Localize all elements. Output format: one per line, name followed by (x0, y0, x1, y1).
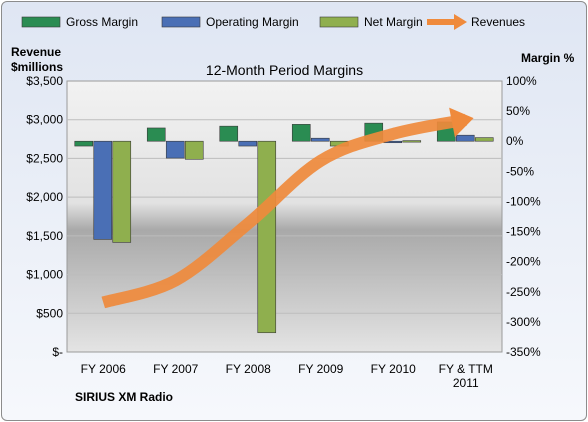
revenue-line (101, 113, 467, 309)
bar-operating-margin (310, 137, 330, 142)
left-tick-label: $500 (36, 306, 63, 320)
category-label: FY 2006 (81, 362, 126, 376)
left-tick-label: $2,000 (26, 190, 63, 204)
bar-net-margin (184, 140, 204, 160)
left-axis-title: Revenue $millions (11, 45, 63, 74)
category-label: FY 2009 (298, 362, 343, 376)
left-tick-label: $3,000 (26, 113, 63, 127)
chart-title: 12-Month Period Margins (206, 62, 363, 78)
legend-label: Revenues (471, 15, 525, 29)
legend-swatch-operating-margin (161, 16, 201, 28)
bar-gross-margin (291, 124, 311, 142)
company-label: SIRIUS XM Radio (75, 390, 173, 404)
category-label: FY 2007 (153, 362, 198, 376)
bar-operating-margin (93, 140, 113, 240)
right-tick-label: 50% (506, 104, 530, 118)
right-tick-label: -200% (506, 255, 541, 269)
right-tick-label: -250% (506, 285, 541, 299)
left-tick-label: $1,500 (26, 229, 63, 243)
legend-swatch-gross-margin (21, 16, 61, 28)
left-tick-label: $1,000 (26, 268, 63, 282)
right-tick-label: -150% (506, 225, 541, 239)
category-label: FY 2008 (226, 362, 271, 376)
legend-label: Net Margin (364, 15, 423, 29)
right-tick-label: 100% (506, 74, 537, 88)
bar-operating-margin (165, 140, 185, 159)
bar-operating-margin (455, 134, 475, 142)
right-tick-label: -50% (506, 164, 534, 178)
bar-net-margin (257, 140, 277, 334)
left-tick-label: $2,500 (26, 151, 63, 165)
right-tick-label: 0% (506, 134, 524, 148)
legend-label: Gross Margin (66, 15, 138, 29)
legend-label: Operating Margin (206, 15, 299, 29)
bar-net-margin (474, 137, 494, 142)
bar-net-margin (112, 140, 132, 243)
revenue-arrowhead (449, 107, 474, 138)
legend-arrowhead (454, 14, 467, 30)
bar-gross-margin (74, 140, 94, 147)
right-tick-label: -300% (506, 315, 541, 329)
bar-gross-margin (146, 127, 166, 142)
bar-operating-margin (238, 140, 258, 147)
right-tick-label: -350% (506, 345, 541, 359)
left-tick-label: $- (52, 345, 63, 359)
category-label: FY 2010 (371, 362, 416, 376)
right-axis-title: Margin % (521, 51, 575, 65)
bar-net-margin (402, 140, 422, 143)
category-label: FY & TTM 2011 (439, 362, 493, 390)
bar-gross-margin (219, 125, 239, 142)
right-tick-label: -100% (506, 194, 541, 208)
left-tick-label: $3,500 (26, 74, 63, 88)
legend-swatch-net-margin (319, 16, 359, 28)
